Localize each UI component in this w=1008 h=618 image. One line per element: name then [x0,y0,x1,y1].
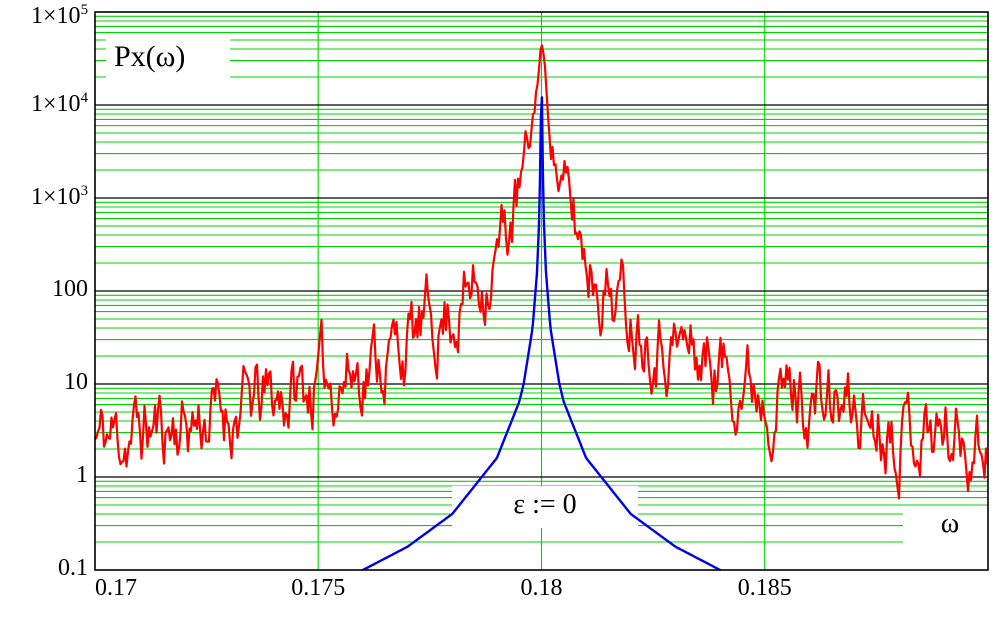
y-tick-label: 100 [52,276,88,302]
x-tick-label: 0.175 [291,575,346,601]
y-tick-label: 1×104 [31,90,88,117]
x-tick-label: 0.185 [737,575,792,601]
x-tick-label: 0.17 [95,575,137,601]
epsilon-annotation: ε := 0 [513,489,577,520]
y-tick-label: 10 [64,369,88,395]
y-axis-title: Px(ω) [114,40,186,73]
y-tick-label: 1×105 [31,2,88,29]
x-tick-label: 0.18 [520,575,563,601]
y-tick-label: 1×103 [31,183,88,210]
x-axis-title: ω [940,508,960,539]
y-tick-label: 1 [76,462,88,488]
y-tick-label: 0.1 [58,555,88,581]
